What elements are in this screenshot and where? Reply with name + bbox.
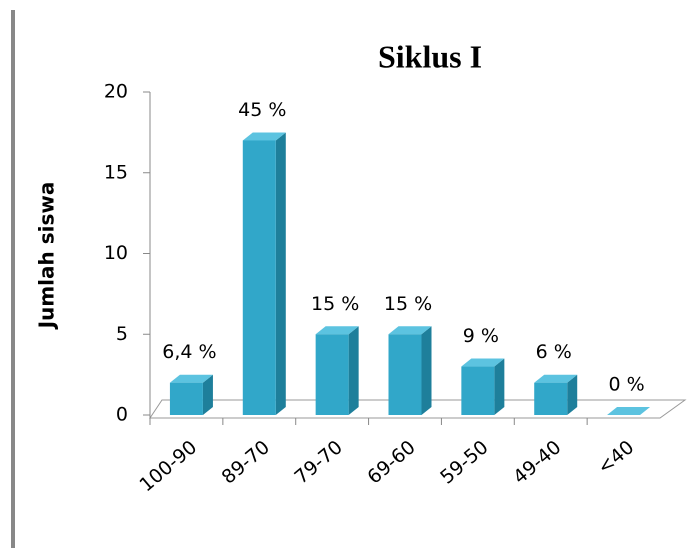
data-label: 0 % [608, 374, 644, 396]
y-tick-label: 15 [104, 161, 128, 183]
bar-side [202, 374, 213, 415]
data-label: 6,4 % [162, 341, 216, 363]
data-label: 6 % [536, 341, 572, 363]
data-label: 9 % [463, 325, 499, 347]
bar-side [275, 132, 286, 415]
bar-side [567, 374, 578, 415]
y-tick-label: 20 [104, 81, 128, 103]
y-tick-label: 10 [104, 242, 128, 264]
bar-side [421, 326, 432, 415]
bar [315, 334, 349, 415]
data-label: 45 % [238, 99, 286, 121]
bar-top [242, 132, 286, 141]
bar-top [461, 358, 505, 367]
y-tick-label: 0 [116, 404, 128, 426]
bar-side [348, 326, 359, 415]
bar [242, 140, 276, 415]
bar [169, 382, 203, 415]
bar [388, 334, 422, 415]
data-label: 15 % [311, 293, 359, 315]
bar-top [315, 326, 359, 335]
bar-top [169, 374, 213, 383]
bar [534, 382, 568, 415]
bar-top [534, 374, 578, 383]
bar [461, 366, 495, 415]
y-tick-label: 5 [116, 323, 128, 345]
bar-side [494, 358, 505, 415]
data-label: 15 % [384, 293, 432, 315]
bar-top [607, 407, 651, 415]
bar-top [388, 326, 432, 335]
chart-title: Siklus I [378, 38, 482, 74]
y-axis-label: Jumlah siswa [35, 182, 59, 331]
